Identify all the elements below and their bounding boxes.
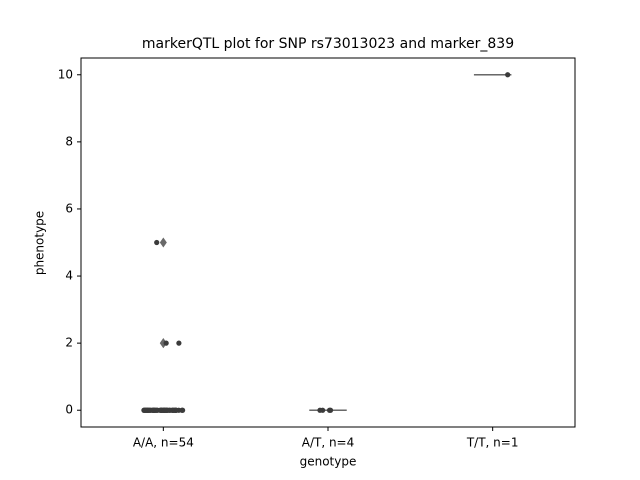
point — [158, 407, 164, 413]
flier — [159, 237, 167, 248]
point — [173, 407, 179, 413]
y-tick-label: 6 — [65, 201, 73, 215]
x-tick-label: A/A, n=54 — [133, 436, 194, 450]
chart-title: markerQTL plot for SNP rs73013023 and ma… — [142, 36, 514, 52]
y-axis-label: phenotype — [33, 211, 47, 275]
point — [167, 407, 173, 413]
x-axis-label: genotype — [300, 455, 357, 469]
point — [317, 407, 323, 413]
y-tick-label: 8 — [65, 134, 73, 148]
y-tick-label: 2 — [65, 336, 73, 350]
point — [162, 407, 169, 413]
point — [505, 72, 511, 78]
y-tick-label: 10 — [58, 67, 73, 81]
y-tick-label: 0 — [65, 403, 73, 417]
point — [180, 407, 186, 413]
point — [150, 407, 157, 413]
point — [142, 407, 148, 413]
flier — [159, 338, 167, 349]
x-tick-label: T/T, n=1 — [466, 436, 519, 450]
point — [176, 340, 182, 346]
point — [163, 340, 169, 346]
point — [326, 407, 333, 413]
point — [154, 239, 160, 246]
x-tick-label: A/T, n=4 — [302, 436, 355, 450]
y-tick-label: 4 — [65, 269, 73, 283]
